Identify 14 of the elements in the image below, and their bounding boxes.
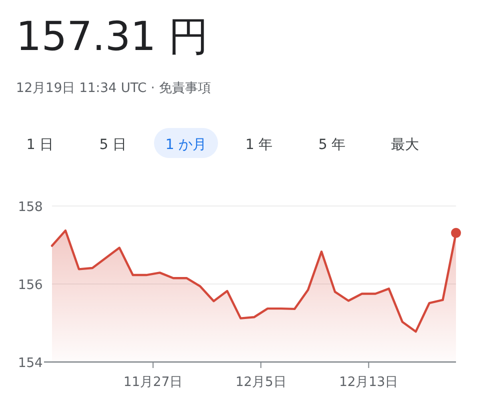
text: 5 年 [318,137,346,153]
y-tick-label: 156 [18,278,43,293]
y-tick-label: 158 [18,200,43,215]
text: 1 日 [26,137,54,153]
x-tick-label: 11月27日 [124,375,183,390]
text: 1 年 [245,137,273,153]
x-tick-label: 12月13日 [339,375,398,390]
text: 1 か月 [165,137,207,153]
text: 最大 [391,137,419,153]
x-tick-label: 12月5日 [235,375,286,390]
text: 5 日 [99,137,127,153]
chart-subtitle: 12月19日 11:34 UTC · 免責事項 [16,81,211,96]
chart-title: 157.31 円 [16,14,209,60]
y-tick-label: 154 [18,356,43,371]
